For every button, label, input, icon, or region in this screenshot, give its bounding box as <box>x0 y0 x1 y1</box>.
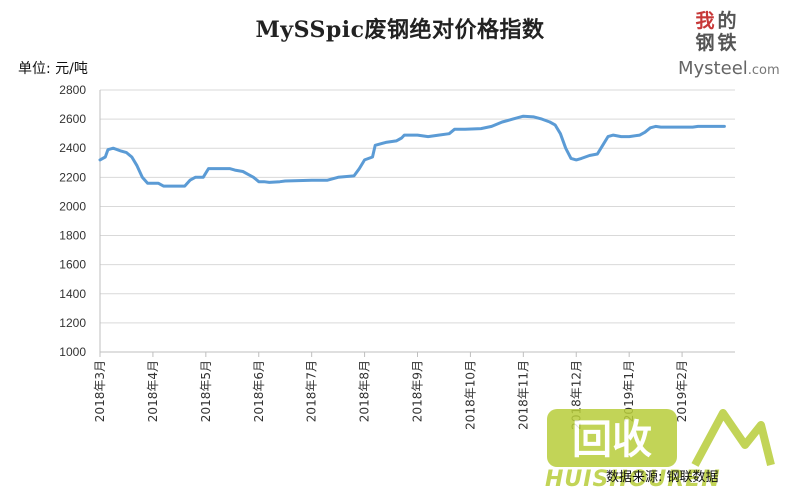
x-tick-label: 2018年7月 <box>305 360 319 422</box>
x-tick-label: 2018年3月 <box>93 360 107 422</box>
logo-chars: 我的钢铁 <box>694 10 740 54</box>
data-source: 数据来源: 钢联数据 <box>606 470 719 485</box>
x-tick-label: 2019年2月 <box>675 360 689 422</box>
y-unit-label: 单位: 元/吨 <box>18 61 88 77</box>
y-tick-label: 1400 <box>59 287 86 301</box>
huishouren-watermark: 回收 HUISHOUREN <box>545 405 775 495</box>
x-tick-label: 2018年8月 <box>358 360 372 422</box>
logo-char-4: 铁 <box>717 32 737 54</box>
x-tick-label: 2018年9月 <box>411 360 425 422</box>
mysteel-logo: 我的钢铁 Mysteel.com <box>678 8 790 84</box>
y-tick-label: 1800 <box>59 229 86 243</box>
logo-char-1: 我 <box>695 10 715 32</box>
x-tick-label: 2019年1月 <box>622 360 636 422</box>
watermark-text: HUISHOUREN <box>545 467 721 492</box>
logo-char-2: 的 <box>717 10 737 32</box>
logo-text: Mysteel.com <box>678 58 780 79</box>
y-tick-label: 2400 <box>59 141 86 155</box>
logo-char-3: 钢 <box>695 32 715 54</box>
y-tick-label: 2800 <box>59 83 86 97</box>
x-tick-label: 2018年5月 <box>199 360 213 422</box>
x-tick-label: 2018年6月 <box>252 360 266 422</box>
watermark-icon: 回收 <box>547 409 775 467</box>
x-tick-label: 2018年10月 <box>463 360 477 430</box>
y-tick-label: 1600 <box>59 258 86 272</box>
logo-domain: .com <box>747 63 780 78</box>
series-line-0 <box>98 114 726 188</box>
y-tick-label: 1200 <box>59 316 86 330</box>
logo-brand: Mysteel <box>678 58 748 79</box>
watermark-icon-text: 回收 <box>572 417 652 463</box>
x-tick-label: 2018年11月 <box>516 360 530 430</box>
y-tick-label: 1000 <box>59 345 86 359</box>
x-tick-label: 2018年4月 <box>146 360 160 422</box>
chart-title: MySSpic废钢绝对价格指数 <box>255 17 545 43</box>
y-tick-label: 2200 <box>59 170 86 184</box>
y-tick-label: 2000 <box>59 199 86 213</box>
y-tick-label: 2600 <box>59 112 86 126</box>
